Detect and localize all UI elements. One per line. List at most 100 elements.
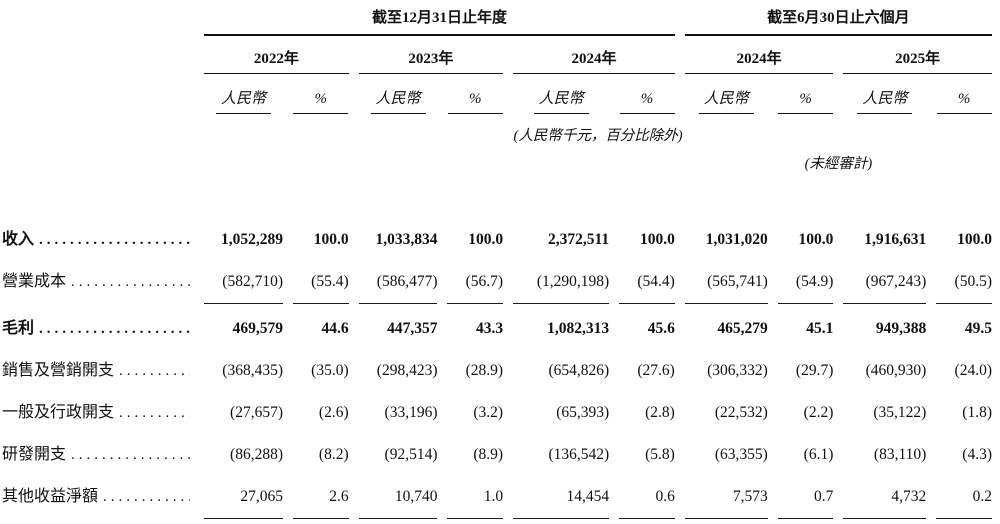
year-header-row: 2022年 2023年 2024年 2024年 2025年 — [2, 36, 992, 74]
year-col-2025-interim: 2025年 — [843, 36, 992, 74]
table-body: 收入 1,052,289 100.0 1,033,834 100.0 2,372,511 1… — [2, 219, 992, 519]
cell-value: (967,243) — [843, 261, 927, 304]
cell-value: 1,033,834 — [375, 231, 438, 248]
cell-value: 43.3 — [475, 320, 504, 337]
cell-value: 100.0 — [313, 231, 349, 248]
subheader-rmb: 人民幣 — [513, 74, 609, 114]
subheader-rmb: 人民幣 — [843, 74, 926, 114]
cell-value: (27.6) — [637, 362, 675, 379]
row-label-cell: 收入 — [2, 219, 194, 261]
unaudited-note-row: (未經審計) — [2, 145, 992, 173]
label-column-spacer — [2, 2, 194, 36]
row-label-cell: 其他收益淨額 — [2, 476, 194, 518]
cell-value: (50.5) — [936, 261, 992, 304]
subheader-pct: % — [293, 74, 349, 114]
cell-value: (368,435) — [222, 362, 283, 379]
cell-value: 949,388 — [875, 320, 927, 337]
cell-value: (54.4) — [619, 261, 675, 304]
table-row: 毛利 469,579 44.6 447,357 43.3 1,082,313 45.6 465… — [2, 304, 992, 350]
period-group-annual: 截至12月31日止年度 — [204, 2, 675, 36]
cell-value: (56.7) — [447, 261, 504, 304]
note-spacer — [2, 145, 675, 173]
units-note: (人民幣千元，百分比除外) — [513, 128, 683, 144]
row-label: 營業成本 — [2, 273, 67, 290]
dot-leader — [71, 272, 190, 289]
cell-value: (29.7) — [795, 362, 834, 379]
percent-label: % — [936, 91, 992, 114]
cell-value: 7,573 — [684, 476, 768, 519]
cell-value: (2.8) — [645, 404, 675, 421]
table-row: 其他收益淨額27,0652.610,7401.014,4540.67,5730.… — [2, 476, 992, 519]
dot-leader — [71, 445, 190, 462]
cell-value: (92,514) — [384, 446, 438, 463]
cell-value: (86,288) — [230, 446, 283, 463]
table-row: 收入 1,052,289 100.0 1,033,834 100.0 2,372,511 1… — [2, 219, 992, 261]
row-label-cell: 毛利 — [2, 304, 194, 350]
cell-value: (83,110) — [873, 446, 927, 463]
label-column-spacer — [2, 36, 194, 74]
cell-value: 45.6 — [647, 320, 675, 337]
dot-leader — [119, 403, 190, 420]
cell-value: (2.6) — [318, 404, 349, 421]
cell-value: (3.2) — [473, 404, 504, 421]
cell-value: (22,532) — [714, 404, 768, 421]
row-label-cell: 銷售及營銷開支 — [2, 350, 194, 392]
dot-leader — [39, 319, 190, 336]
unaudited-note: (未經審計) — [804, 156, 873, 172]
cell-value: (33,196) — [384, 404, 438, 421]
table-row: 銷售及營銷開支 (368,435) (35.0) (298,423) (28.9) (65… — [2, 350, 992, 392]
cell-value: (1,290,198) — [513, 261, 610, 304]
cell-value: 10,740 — [358, 476, 438, 519]
cell-value: 465,279 — [717, 320, 768, 337]
cell-value: 1,052,289 — [221, 231, 283, 248]
cell-value: 0.6 — [619, 476, 675, 519]
table-row: 一般及行政開支 (27,657) (2.6) (33,196) (3.2) (65,393… — [2, 392, 992, 434]
cell-value: 1,916,631 — [864, 231, 927, 248]
percent-label: % — [778, 91, 834, 114]
year-col-2024: 2024年 — [513, 36, 675, 74]
cell-value: 2,372,511 — [548, 231, 610, 248]
header-body-gap — [2, 173, 992, 219]
cell-value: 100.0 — [468, 231, 504, 248]
cell-value: (1.8) — [962, 404, 992, 421]
cell-value: (460,930) — [865, 362, 927, 379]
row-label: 收入 — [2, 231, 35, 248]
subheader-pct: % — [447, 74, 503, 114]
rmb-label: 人民幣 — [698, 87, 754, 114]
row-label-cell: 營業成本 — [2, 261, 194, 303]
rmb-label: 人民幣 — [857, 87, 913, 114]
cell-value: (35.0) — [311, 362, 349, 379]
cell-value: (54.9) — [777, 261, 834, 304]
table-row: 研發開支 (86,288) (8.2) (92,514) (8.9) (136,542) (… — [2, 434, 992, 476]
cell-value: (5.8) — [645, 446, 675, 463]
table-row: 營業成本 (582,710)(55.4)(586,477)(56.7)(1,290… — [2, 261, 992, 304]
row-label: 一般及行政開支 — [2, 404, 115, 421]
cell-value: (306,332) — [707, 362, 768, 379]
row-label: 毛利 — [2, 320, 35, 337]
cell-value: (586,477) — [358, 261, 438, 304]
label-column-spacer — [2, 74, 194, 114]
cell-value: 469,579 — [232, 320, 283, 337]
rmb-label: 人民幣 — [370, 87, 426, 114]
rmb-label: 人民幣 — [533, 87, 589, 114]
cell-value: 27,065 — [204, 476, 283, 519]
cell-value: 44.6 — [321, 320, 349, 337]
cell-value: (27,657) — [230, 404, 283, 421]
percent-label: % — [447, 91, 503, 114]
year-col-2022: 2022年 — [204, 36, 349, 74]
cell-value: (8.9) — [473, 446, 504, 463]
table-header: 截至12月31日止年度 截至6月30日止六個月 2022年 2023年 2024… — [2, 2, 992, 219]
cell-value: 45.1 — [806, 320, 834, 337]
cell-value: (65,393) — [556, 404, 610, 421]
subheader-rmb: 人民幣 — [359, 74, 438, 114]
cell-value: 4,732 — [843, 476, 927, 519]
cell-value: 100.0 — [798, 231, 834, 248]
cell-value: (4.3) — [962, 446, 992, 463]
cell-value: (565,741) — [684, 261, 768, 304]
cell-value: 100.0 — [639, 231, 675, 248]
year-col-2024-interim: 2024年 — [684, 36, 834, 74]
label-column-spacer — [2, 114, 194, 145]
subheader-rmb: 人民幣 — [204, 74, 283, 114]
